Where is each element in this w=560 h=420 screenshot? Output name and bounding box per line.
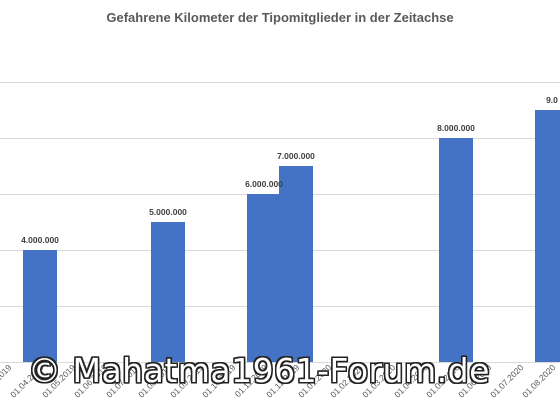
x-tick-label: 01.07.2020 xyxy=(488,362,525,399)
bar xyxy=(279,166,313,362)
data-label: 4.000.000 xyxy=(21,235,59,245)
data-label: 7.000.000 xyxy=(277,151,315,161)
data-label: 9.0 xyxy=(546,95,558,105)
bar xyxy=(23,250,57,362)
x-tick-label: 01.08.2020 xyxy=(520,362,557,399)
bar xyxy=(439,138,473,362)
bar xyxy=(247,194,281,362)
bar xyxy=(151,222,185,362)
watermark: © Mahatma1961-Forum.de xyxy=(28,351,490,390)
data-label: 6.000.000 xyxy=(245,179,283,189)
bar xyxy=(535,110,560,362)
data-label: 5.000.000 xyxy=(149,207,187,217)
chart-title: Gefahrene Kilometer der Tipomitglieder i… xyxy=(106,10,454,25)
data-label: 8.000.000 xyxy=(437,123,475,133)
